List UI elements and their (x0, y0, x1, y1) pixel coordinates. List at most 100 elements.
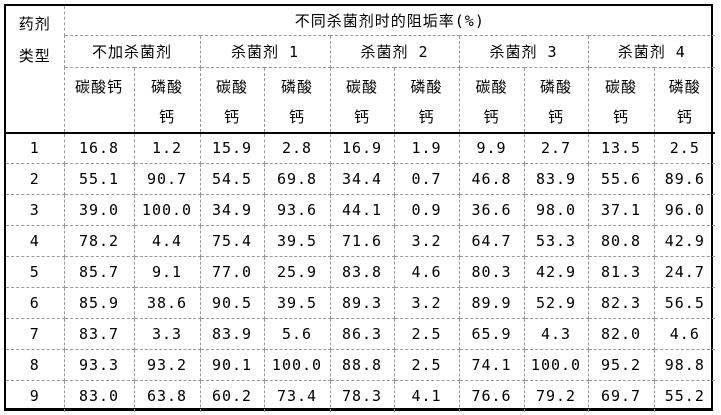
value-cell-3-3: 93.6 (263, 194, 331, 226)
value-cell-7-3: 5.6 (263, 318, 331, 350)
sub-header-2-0: 碳酸 钙 (329, 66, 395, 134)
sub-header-3-1: 磷酸 钙 (523, 66, 589, 134)
table-row: 9 83.0 63.8 60.2 73.4 78.3 4.1 76.6 79.2 69.7 55.2 (6, 380, 716, 412)
value-cell-2-5: 0.7 (393, 163, 460, 195)
value-cell-3-6: 36.6 (458, 194, 525, 226)
value-cell-8-7: 100.0 (523, 349, 589, 381)
value-cell-5-2: 77.0 (199, 256, 265, 288)
sub-header-1-1: 磷酸 钙 (263, 66, 331, 134)
value-cell-8-0: 93.3 (63, 349, 135, 381)
value-cell-8-1: 93.2 (133, 349, 201, 381)
value-cell-5-7: 42.9 (523, 256, 589, 288)
value-cell-8-8: 95.2 (587, 349, 655, 381)
value-cell-6-1: 38.6 (133, 287, 201, 319)
value-cell-4-8: 80.8 (587, 225, 655, 257)
value-cell-6-6: 89.9 (458, 287, 525, 319)
value-cell-1-1: 1.2 (133, 132, 201, 164)
scale-inhibition-table: 药剂 类型 不同杀菌剂时的阻垢率(%) 不加杀菌剂 杀菌剂 1 杀菌剂 2 杀菌剂 3… (6, 6, 716, 412)
group-header-4: 杀菌剂 4 (587, 34, 716, 68)
value-cell-8-3: 100.0 (263, 349, 331, 381)
value-cell-7-5: 2.5 (393, 318, 460, 350)
value-cell-5-4: 83.8 (329, 256, 395, 288)
sub-header-0-1: 磷酸 钙 (133, 66, 201, 134)
value-cell-9-9: 55.2 (653, 380, 716, 412)
sub-header-0-0: 碳酸钙 (64, 66, 135, 134)
value-cell-4-9: 42.9 (653, 225, 716, 257)
value-cell-7-4: 86.3 (329, 318, 395, 350)
value-cell-5-1: 9.1 (133, 256, 201, 288)
value-cell-3-7: 98.0 (523, 194, 589, 226)
row-id: 9 (6, 380, 65, 412)
value-cell-2-2: 54.5 (199, 163, 265, 195)
value-cell-6-2: 90.5 (199, 287, 265, 319)
value-cell-6-9: 56.5 (653, 287, 716, 319)
value-cell-9-4: 78.3 (329, 380, 395, 412)
value-cell-2-1: 90.7 (133, 163, 201, 195)
value-cell-4-1: 4.4 (133, 225, 201, 257)
value-cell-1-0: 16.8 (63, 132, 135, 164)
value-cell-8-5: 2.5 (393, 349, 460, 381)
value-cell-4-3: 39.5 (263, 225, 331, 257)
table-header: 药剂 类型 不同杀菌剂时的阻垢率(%) 不加杀菌剂 杀菌剂 1 杀菌剂 2 杀菌剂 3… (6, 6, 716, 134)
value-cell-4-7: 53.3 (523, 225, 589, 257)
value-cell-6-7: 52.9 (523, 287, 589, 319)
value-cell-8-4: 88.8 (329, 349, 395, 381)
value-cell-1-2: 15.9 (199, 132, 265, 164)
row-id: 1 (6, 132, 65, 164)
row-id: 2 (6, 163, 65, 195)
group-header-1: 杀菌剂 1 (199, 34, 331, 68)
table-row: 7 83.7 3.3 83.9 5.6 86.3 2.5 65.9 4.3 82.0 4.6 (6, 318, 716, 350)
value-cell-2-6: 46.8 (458, 163, 525, 195)
value-cell-9-3: 73.4 (263, 380, 331, 412)
value-cell-6-4: 89.3 (329, 287, 395, 319)
table-row: 3 39.0 100.0 34.9 93.6 44.1 0.9 36.6 98.0 37.1 96.… (6, 194, 716, 226)
value-cell-1-9: 2.5 (653, 132, 716, 164)
sub-header-1-0: 碳酸 钙 (199, 66, 265, 134)
table-row: 4 78.2 4.4 75.4 39.5 71.6 3.2 64.7 53.3 80.8 42.9 (6, 225, 716, 257)
value-cell-7-0: 83.7 (63, 318, 135, 350)
sub-header-4-1: 磷酸 钙 (653, 66, 716, 134)
value-cell-8-2: 90.1 (199, 349, 265, 381)
sub-header-2-1: 磷酸 钙 (393, 66, 460, 134)
value-cell-7-2: 83.9 (199, 318, 265, 350)
value-cell-7-9: 4.6 (653, 318, 716, 350)
value-cell-1-5: 1.9 (393, 132, 460, 164)
value-cell-9-1: 63.8 (133, 380, 201, 412)
table-body: 1 16.8 1.2 15.9 2.8 16.9 1.9 9.9 2.7 13.5 2.5 2 55.1… (6, 132, 716, 412)
value-cell-3-1: 100.0 (133, 194, 201, 226)
value-cell-5-0: 85.7 (63, 256, 135, 288)
value-cell-2-7: 83.9 (523, 163, 589, 195)
value-cell-8-6: 74.1 (458, 349, 525, 381)
value-cell-9-2: 60.2 (199, 380, 265, 412)
value-cell-3-5: 0.9 (393, 194, 460, 226)
value-cell-3-4: 44.1 (329, 194, 395, 226)
table-row: 2 55.1 90.7 54.5 69.8 34.4 0.7 46.8 83.9 55.6 89.6 (6, 163, 716, 195)
value-cell-4-0: 78.2 (63, 225, 135, 257)
value-cell-5-9: 24.7 (653, 256, 716, 288)
value-cell-1-3: 2.8 (263, 132, 331, 164)
value-cell-3-0: 39.0 (63, 194, 135, 226)
value-cell-5-3: 25.9 (263, 256, 331, 288)
value-cell-9-7: 79.2 (523, 380, 589, 412)
row-id: 4 (6, 225, 65, 257)
value-cell-5-5: 4.6 (393, 256, 460, 288)
sub-header-3-0: 碳酸 钙 (458, 66, 525, 134)
group-header-2: 杀菌剂 2 (329, 34, 460, 68)
row-id: 5 (6, 256, 65, 288)
value-cell-9-6: 76.6 (458, 380, 525, 412)
value-cell-4-5: 3.2 (393, 225, 460, 257)
value-cell-5-8: 81.3 (587, 256, 655, 288)
value-cell-3-8: 37.1 (587, 194, 655, 226)
value-cell-1-7: 2.7 (523, 132, 589, 164)
value-cell-1-6: 9.9 (458, 132, 525, 164)
value-cell-2-3: 69.8 (263, 163, 331, 195)
sub-header-4-0: 碳酸 钙 (587, 66, 655, 134)
value-cell-2-8: 55.6 (587, 163, 655, 195)
value-cell-7-7: 4.3 (523, 318, 589, 350)
value-cell-6-5: 3.2 (393, 287, 460, 319)
row-id: 8 (6, 349, 65, 381)
table-row: 6 85.9 38.6 90.5 39.5 89.3 3.2 89.9 52.9 82.3 56.5 (6, 287, 716, 319)
row-id: 6 (6, 287, 65, 319)
value-cell-8-9: 98.8 (653, 349, 716, 381)
value-cell-6-0: 85.9 (63, 287, 135, 319)
